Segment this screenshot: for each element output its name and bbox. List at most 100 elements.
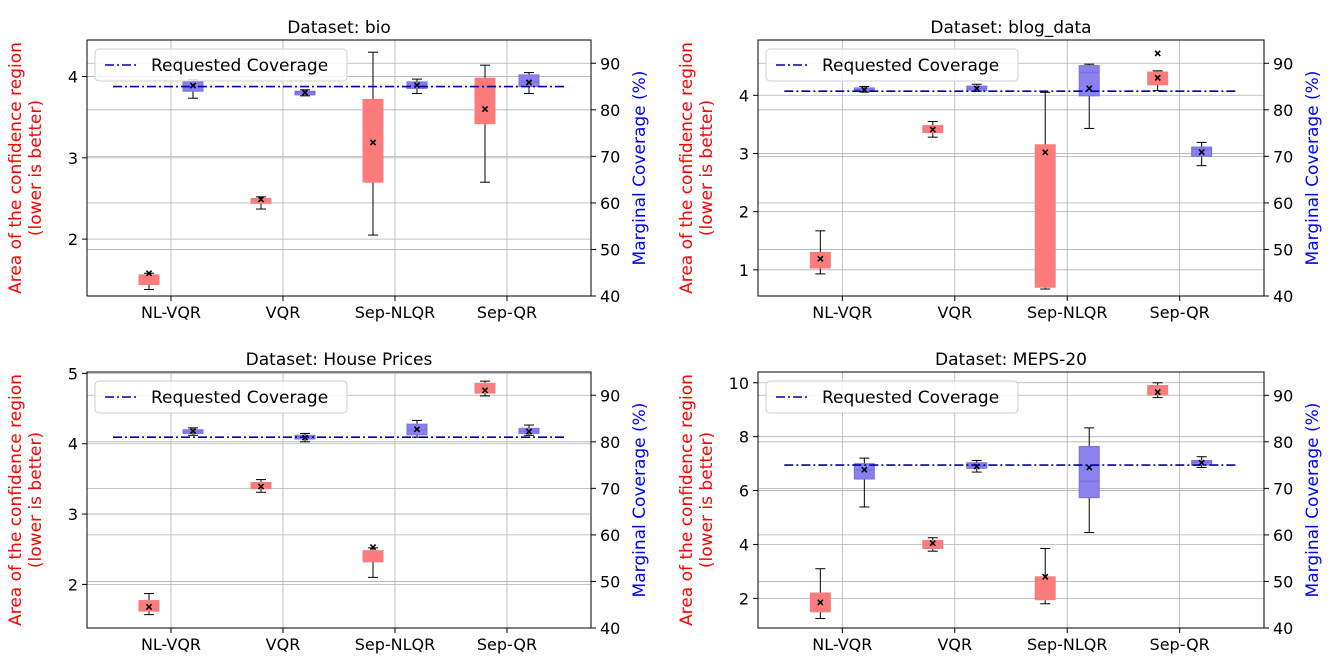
x-tick-label: Sep-QR	[1150, 635, 1210, 654]
legend-label: Requested Coverage	[822, 56, 999, 76]
x-tick-label: VQR	[266, 303, 301, 322]
y-tick-label-left: 1	[739, 261, 749, 280]
area-box-2-mean-marker	[1042, 573, 1049, 580]
y-tick-label-right: 80	[600, 101, 620, 120]
y-tick-label-left: 3	[68, 505, 78, 524]
plot-frame	[86, 39, 592, 297]
x-tick-label: Sep-QR	[477, 303, 537, 322]
y-tick-label-right: 50	[1273, 572, 1293, 591]
y-tick-label-right: 60	[1273, 194, 1293, 213]
y-tick-label-left: 2	[68, 575, 78, 594]
y-axis-label-right: Marginal Coverage (%)	[1303, 403, 1323, 598]
coverage-box-0	[182, 79, 204, 99]
coverage-box-3	[518, 424, 540, 436]
coverage-box-0-mean-marker	[861, 466, 868, 473]
area-box-1	[922, 120, 944, 138]
coverage-box-3-mean-marker	[525, 79, 533, 86]
y-tick-label-left: 2	[739, 203, 749, 222]
y-tick-label-right: 40	[600, 619, 620, 638]
y-tick-label-right: 60	[1273, 526, 1293, 545]
y-tick-label-right: 40	[600, 287, 620, 306]
x-tick-label: Sep-NLQR	[355, 635, 436, 654]
y-tick-label-right: 50	[600, 572, 620, 591]
legend-box	[765, 380, 1019, 414]
area-box-2	[362, 51, 384, 236]
y-axis-label-left-line: (lower is better)	[26, 432, 46, 568]
y-tick-label-right: 70	[1273, 479, 1293, 498]
coverage-box-2	[406, 419, 428, 438]
area-box-0	[138, 270, 160, 290]
y-tick-label-left: 4	[68, 435, 78, 454]
legend-label: Requested Coverage	[151, 56, 328, 76]
chart-panel-3: NL-VQR VQR Sep-NLQR Sep-QR 2 4 6 8 10 40 50 60 70 80 9…	[677, 350, 1323, 654]
area-box-2	[362, 543, 384, 578]
y-tick-label-right: 80	[1273, 101, 1293, 120]
coverage-box-1	[966, 83, 988, 92]
y-axis-label-left-line: Area of the confidence region	[6, 42, 26, 294]
y-axis-label-right: Marginal Coverage (%)	[1303, 71, 1323, 266]
x-tick-label: NL-VQR	[141, 303, 201, 322]
area-box-2-box	[362, 550, 384, 563]
y-tick-label-right: 90	[600, 386, 620, 405]
coverage-box-0-mean-marker	[189, 82, 197, 89]
plot-frame	[757, 39, 1265, 297]
coverage-box-2-box	[1078, 445, 1100, 499]
y-tick-label-left: 6	[739, 482, 749, 501]
coverage-box-3-mean-marker	[1198, 149, 1205, 156]
y-tick-label-left: 3	[739, 144, 749, 163]
y-axis-label-left-line: Area of the confidence region	[677, 42, 697, 294]
y-axis-label-left: Area of the confidence region(lower is b…	[677, 42, 717, 294]
y-axis-label-left-line: (lower is better)	[697, 100, 717, 236]
y-tick-label-right: 80	[600, 433, 620, 452]
y-tick-label-right: 40	[1273, 287, 1293, 306]
area-box-1	[250, 196, 272, 210]
y-tick-label-right: 60	[600, 194, 620, 213]
area-box-3-mean-marker	[1154, 74, 1161, 81]
y-tick-label-left: 3	[68, 149, 78, 168]
y-axis-label-left-line: (lower is better)	[26, 100, 46, 236]
y-tick-label-left: 4	[739, 86, 749, 105]
y-tick-label-right: 90	[1273, 54, 1293, 73]
plot-frame	[757, 371, 1265, 629]
area-box-1-mean-marker	[929, 539, 936, 547]
coverage-box-0-mean-marker	[189, 427, 197, 435]
coverage-box-3	[518, 72, 540, 95]
coverage-box-1-mean-marker	[301, 89, 309, 96]
area-box-3-mean-marker	[1154, 389, 1161, 396]
coverage-box-2	[1078, 427, 1100, 534]
x-tick-label: VQR	[937, 635, 972, 654]
area-box-3	[474, 380, 496, 397]
coverage-box-3-mean-marker	[525, 428, 533, 435]
chart-title: Dataset: House Prices	[246, 350, 433, 370]
coverage-box-1-mean-marker	[973, 85, 980, 92]
area-box-3	[1147, 70, 1169, 92]
area-box-0	[138, 593, 160, 616]
y-axis-label-left: Area of the confidence region(lower is b…	[6, 42, 46, 294]
area-box-2	[1034, 91, 1056, 290]
y-tick-label-left: 5	[68, 364, 78, 383]
x-tick-label: VQR	[937, 303, 972, 322]
area-box-3-box	[474, 77, 496, 125]
legend-label: Requested Coverage	[822, 388, 999, 408]
y-tick-label-right: 60	[600, 526, 620, 545]
legend-box	[94, 380, 348, 414]
y-tick-label-left: 4	[68, 68, 78, 87]
y-tick-label-right: 50	[1273, 240, 1293, 259]
x-tick-label: NL-VQR	[141, 635, 201, 654]
coverage-box-2-mean-marker	[413, 426, 421, 433]
area-box-2	[1034, 548, 1056, 605]
y-axis-label-left-line: Area of the confidence region	[677, 374, 697, 626]
area-flier	[1154, 50, 1161, 57]
coverage-box-2	[1078, 63, 1100, 129]
area-box-3	[1147, 382, 1169, 399]
area-box-2-box	[1034, 144, 1056, 288]
chart-panel-1: NL-VQR VQR Sep-NLQR Sep-QR 1 2 3 4 40 50 60 70 80 90 D…	[677, 18, 1323, 322]
y-axis-label-left: Area of the confidence region(lower is b…	[6, 374, 46, 626]
area-box-2-box	[1034, 576, 1056, 601]
y-tick-label-left: 2	[68, 230, 78, 249]
x-tick-label: Sep-NLQR	[1027, 635, 1108, 654]
area-box-0-mean-marker	[817, 255, 824, 262]
x-tick-label: Sep-NLQR	[355, 303, 436, 322]
area-box-0-box	[809, 251, 831, 269]
